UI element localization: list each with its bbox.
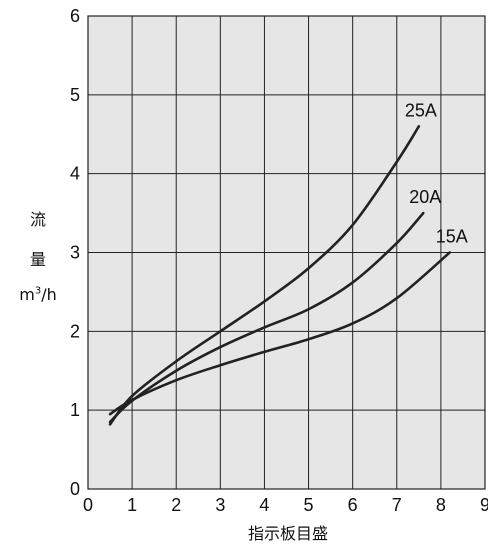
series-label-25A: 25A (405, 100, 437, 120)
x-tick-label: 9 (480, 495, 488, 515)
series-line-15A (108, 251, 452, 416)
series-labels: 25A 20A 15A (405, 100, 468, 246)
y-tick-label: 6 (70, 6, 80, 26)
series-label-15A: 15A (436, 227, 468, 247)
y-tick-label: 4 (70, 164, 80, 184)
x-tick-labels: 0 1 2 3 4 5 6 7 8 9 (83, 495, 488, 515)
x-tick-label: 6 (348, 495, 358, 515)
series-line-25A (108, 125, 421, 426)
y-tick-labels: 0 1 2 3 4 5 6 (70, 6, 80, 499)
y-tick-label: 1 (70, 400, 80, 420)
y-axis-label-line1: 流 (29, 210, 46, 229)
y-unit-exponent: 3 (34, 285, 42, 297)
y-tick-label: 2 (70, 321, 80, 341)
series-label-20A: 20A (409, 187, 441, 207)
x-tick-label: 8 (436, 495, 446, 515)
y-tick-label: 3 (70, 243, 80, 263)
x-tick-label: 5 (304, 495, 314, 515)
x-tick-label: 2 (171, 495, 181, 515)
x-tick-label: 0 (83, 495, 93, 515)
y-unit-rest: /h (41, 285, 57, 304)
x-tick-label: 4 (259, 495, 269, 515)
y-axis-label-line2: 量 (29, 250, 46, 269)
x-axis-label: 指示板目盛 (248, 524, 328, 543)
y-tick-label: 0 (70, 479, 80, 499)
series-line-20A (108, 211, 425, 424)
x-tick-label: 7 (392, 495, 402, 515)
y-unit-base: m (19, 285, 35, 304)
series-lines (108, 125, 452, 426)
plot-frame (87, 15, 486, 490)
x-tick-label: 3 (215, 495, 225, 515)
y-axis-label-unit: m3/h (0, 285, 76, 304)
x-tick-label: 1 (127, 495, 137, 515)
y-tick-label: 5 (70, 85, 80, 105)
